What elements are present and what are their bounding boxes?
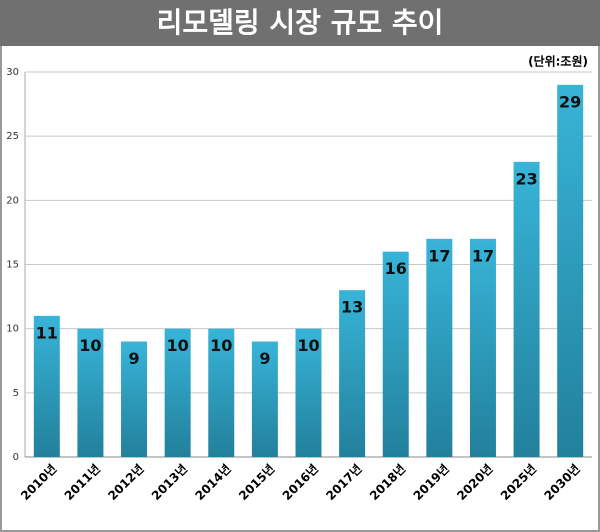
y-tick-label: 10 — [6, 324, 19, 335]
bar — [469, 238, 496, 457]
y-tick-label: 30 — [6, 67, 19, 78]
bar — [295, 328, 322, 457]
bar — [557, 84, 584, 457]
chart-title: 리모델링 시장 규모 추이 — [157, 6, 444, 39]
bar — [164, 328, 191, 457]
unit-label: (단위:조원) — [528, 54, 588, 69]
bar — [426, 238, 453, 457]
data-label: 23 — [515, 169, 537, 188]
data-label: 10 — [210, 336, 232, 355]
data-label: 9 — [128, 349, 139, 368]
data-label: 17 — [472, 246, 494, 265]
data-label: 10 — [297, 336, 319, 355]
bar — [382, 251, 409, 457]
bar — [77, 328, 104, 457]
title-banner — [0, 0, 600, 46]
bar — [208, 328, 235, 457]
bar — [339, 290, 366, 457]
bar — [513, 161, 540, 458]
data-label: 13 — [341, 298, 363, 317]
bar — [121, 341, 148, 457]
bar — [33, 315, 60, 457]
data-label: 10 — [79, 336, 101, 355]
y-tick-label: 20 — [6, 195, 19, 206]
y-tick-label: 25 — [6, 131, 19, 142]
y-tick-label: 0 — [13, 452, 19, 463]
data-label: 11 — [36, 323, 58, 342]
data-label: 9 — [259, 349, 270, 368]
y-tick-label: 5 — [13, 388, 19, 399]
data-label: 16 — [385, 259, 407, 278]
data-label: 10 — [167, 336, 189, 355]
bar — [251, 341, 278, 457]
data-label: 29 — [559, 92, 581, 111]
data-label: 17 — [428, 246, 450, 265]
y-tick-label: 15 — [6, 260, 19, 271]
